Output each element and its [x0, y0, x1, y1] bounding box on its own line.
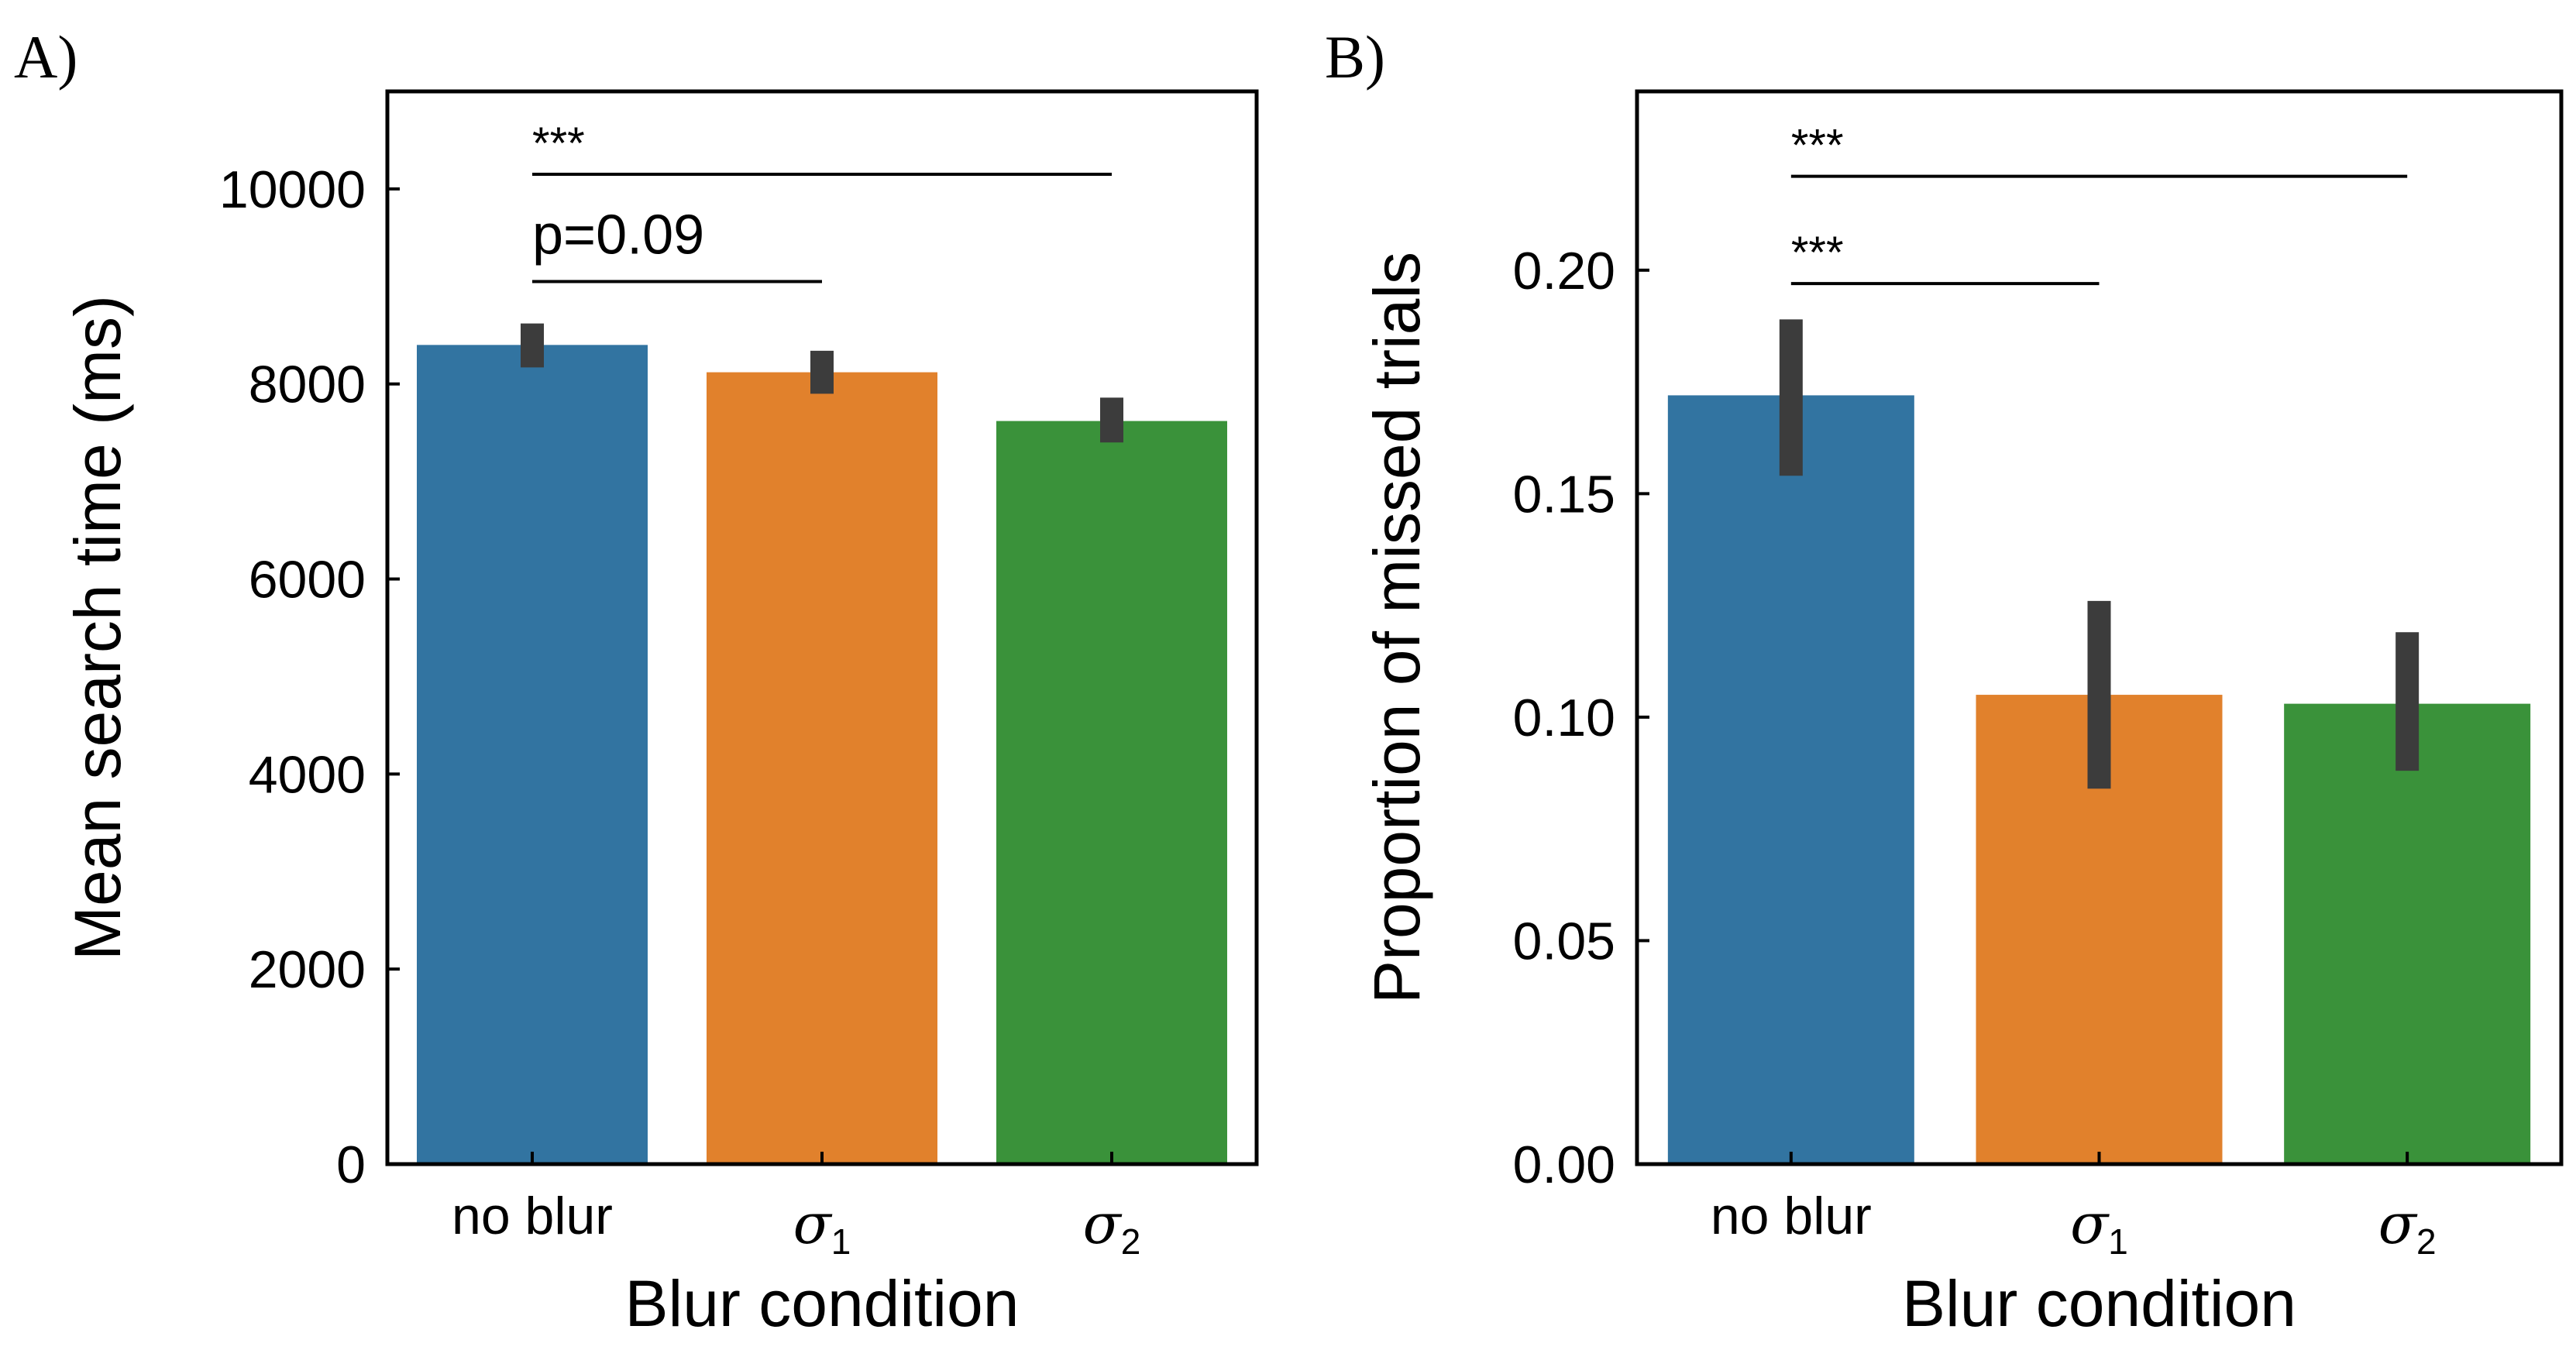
y-tick-label: 6000 — [249, 551, 366, 610]
y-tick-label: 4000 — [249, 745, 366, 804]
x-tick-label: σ1 — [793, 1191, 851, 1262]
bar-0 — [417, 345, 648, 1164]
x-axis-label: Blur condition — [625, 1267, 1020, 1340]
bar-0 — [1667, 395, 1914, 1165]
x-tick-label-sub: 2 — [2416, 1221, 2437, 1262]
significance-label-0: *** — [1791, 121, 1844, 171]
x-tick-label: σ2 — [1083, 1191, 1141, 1262]
x-tick-label-main: σ — [1083, 1191, 1123, 1256]
bar-2 — [2284, 703, 2531, 1164]
significance-label-1: *** — [1791, 228, 1844, 278]
x-tick-label: no blur — [452, 1187, 613, 1245]
x-tick-label-sub: 1 — [831, 1221, 851, 1262]
y-tick-label: 0 — [336, 1135, 366, 1194]
y-tick-label: 0.10 — [1513, 689, 1615, 747]
x-tick-label-main: σ — [793, 1191, 833, 1256]
x-axis-label: Blur condition — [1902, 1267, 2296, 1340]
x-tick-label: σ2 — [2378, 1191, 2437, 1262]
y-tick-label: 2000 — [249, 940, 366, 999]
x-tick-label: σ1 — [2070, 1191, 2128, 1262]
significance-label-0: *** — [532, 119, 585, 169]
x-tick-label-sub: 2 — [1121, 1221, 1141, 1262]
bar-1 — [707, 372, 937, 1165]
y-tick-label: 8000 — [249, 356, 366, 414]
y-axis-label: Mean search time (ms) — [61, 295, 134, 960]
x-tick-label-main: σ — [2070, 1191, 2110, 1256]
y-tick-label: 0.15 — [1513, 465, 1615, 524]
y-tick-label: 0.00 — [1513, 1135, 1615, 1194]
x-tick-label-main: σ — [2378, 1191, 2418, 1256]
y-tick-label: 10000 — [219, 160, 366, 219]
y-axis-label: Proportion of missed trials — [1360, 252, 1433, 1004]
x-tick-label-sub: 1 — [2108, 1221, 2128, 1262]
y-tick-label: 0.20 — [1513, 242, 1615, 301]
significance-label-1: p=0.09 — [532, 204, 704, 266]
x-tick-label: no blur — [1711, 1187, 1872, 1245]
bar-2 — [996, 421, 1227, 1164]
panel-label: B) — [1325, 23, 1385, 91]
y-tick-label: 0.05 — [1513, 912, 1615, 970]
panel-label: A) — [14, 23, 77, 91]
